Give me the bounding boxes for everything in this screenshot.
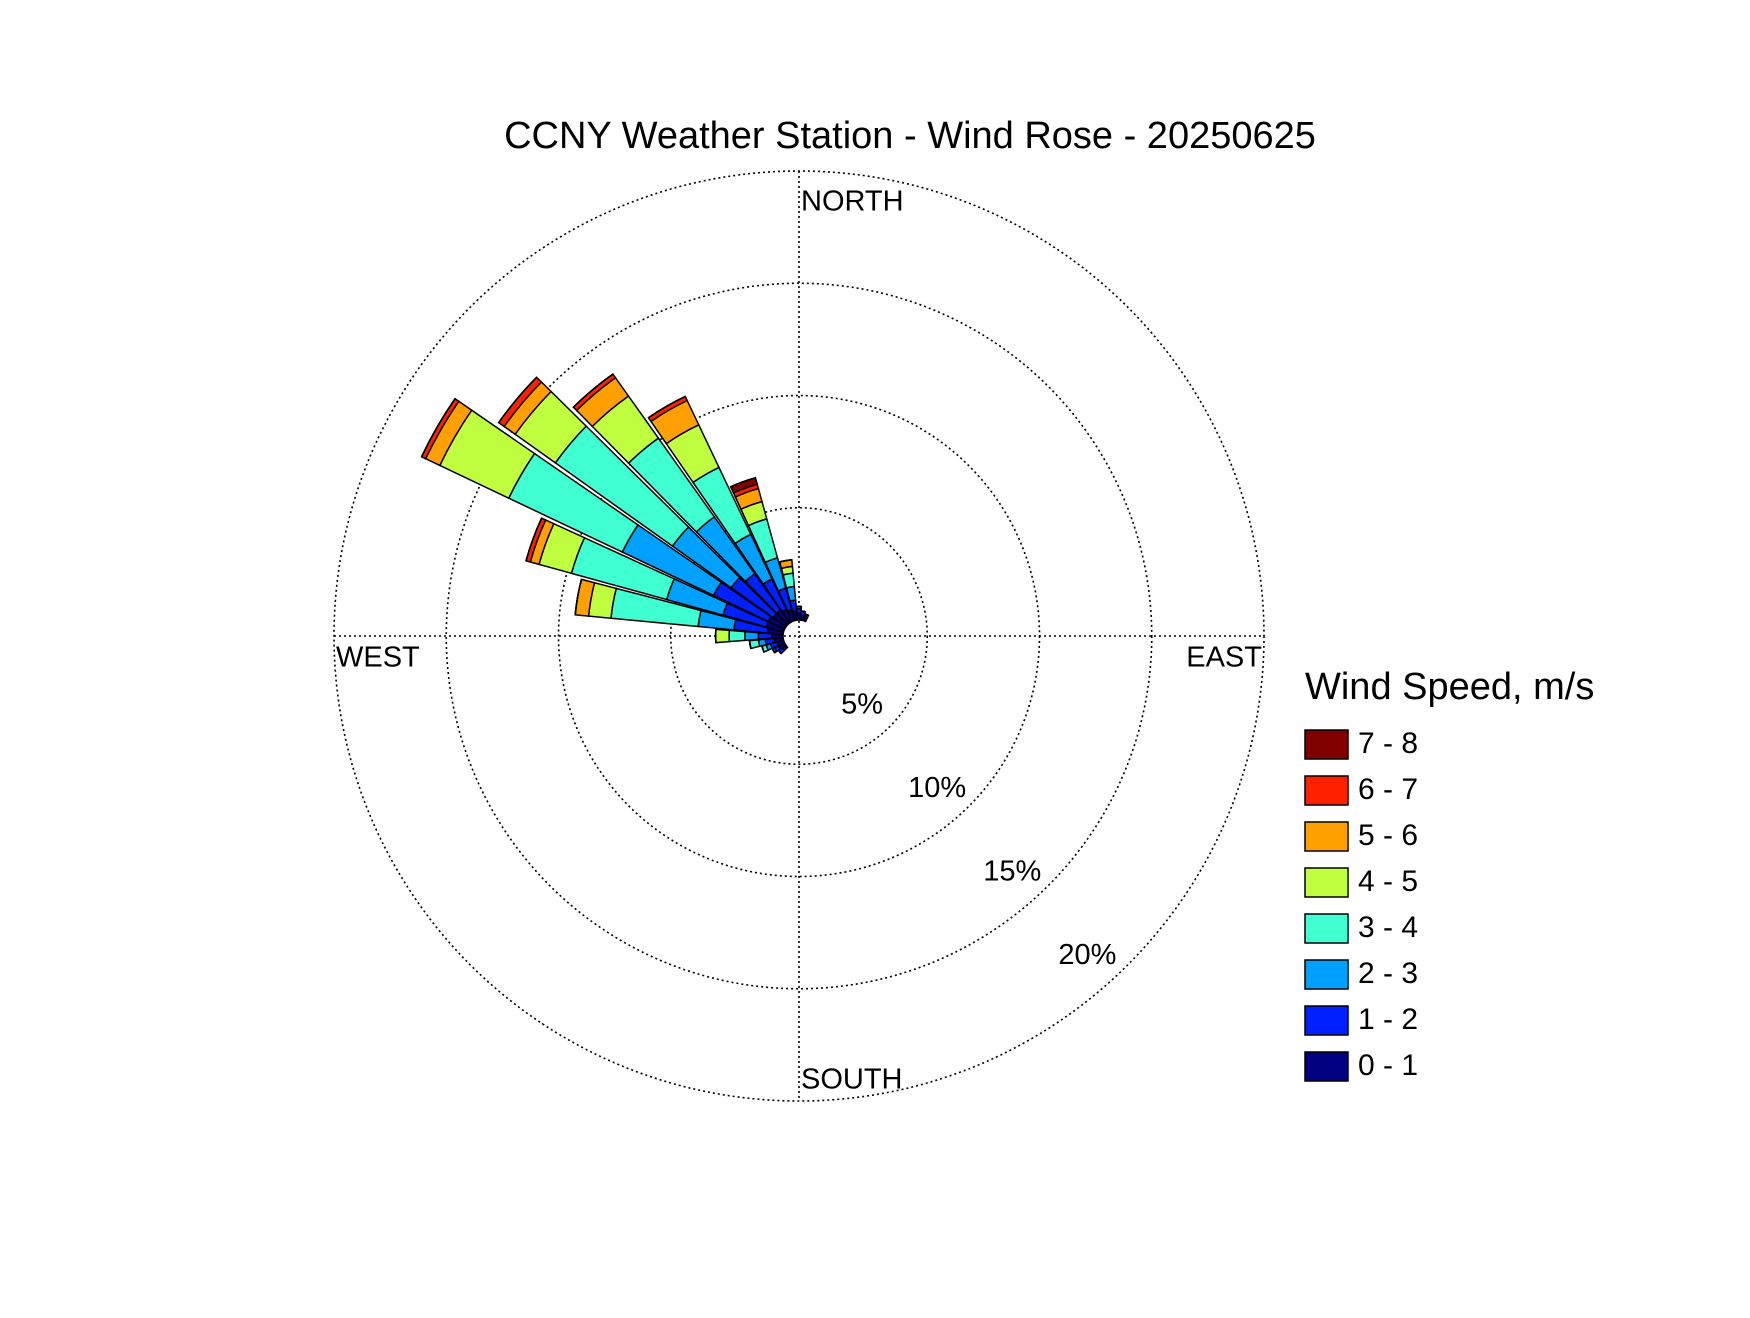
legend-swatch (1305, 1052, 1348, 1081)
petal-segment (729, 630, 745, 641)
petals (422, 374, 809, 653)
petal-segment (801, 611, 805, 612)
legend-title: Wind Speed, m/s (1305, 666, 1594, 708)
legend-label: 3 - 4 (1358, 911, 1418, 944)
r-tick-label: 15% (983, 856, 1041, 888)
petal-segment (716, 629, 730, 642)
legend-swatch (1305, 868, 1348, 897)
legend-swatch (1305, 1006, 1348, 1035)
legend-label: 7 - 8 (1358, 727, 1418, 760)
legend-swatch (1305, 914, 1348, 943)
legend-swatch (1305, 822, 1348, 851)
grid-layer (334, 171, 1264, 1101)
direction-label: WEST (336, 642, 420, 674)
legend-swatch (1305, 776, 1348, 805)
chart-title: CCNY Weather Station - Wind Rose - 20250… (504, 115, 1316, 157)
r-tick-label: 20% (1058, 939, 1116, 971)
legend-label: 5 - 6 (1358, 819, 1418, 852)
legend-label: 2 - 3 (1358, 957, 1418, 990)
legend-label: 1 - 2 (1358, 1003, 1418, 1036)
r-tick-label: 10% (908, 772, 966, 804)
legend-swatch (1305, 960, 1348, 989)
direction-label: SOUTH (801, 1064, 903, 1096)
direction-label: NORTH (801, 186, 904, 218)
direction-label: EAST (1186, 642, 1262, 674)
legend-label: 6 - 7 (1358, 773, 1418, 806)
petal-segment (745, 632, 759, 641)
legend-label: 0 - 1 (1358, 1049, 1418, 1082)
legend-label: 4 - 5 (1358, 865, 1418, 898)
r-tick-label: 5% (841, 689, 883, 721)
legend-swatch (1305, 730, 1348, 759)
